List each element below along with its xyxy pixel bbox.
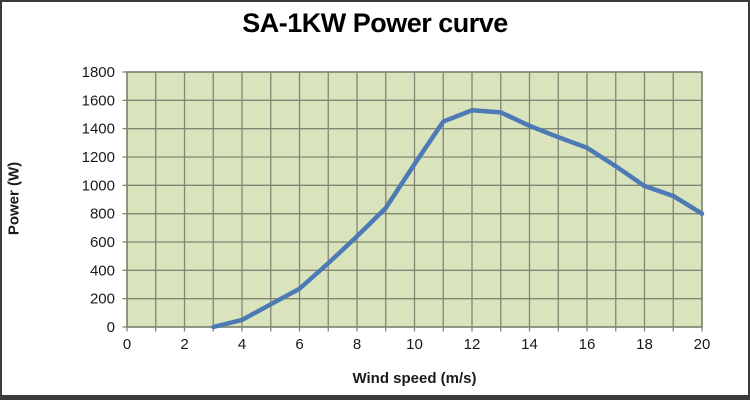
plot-border [126, 71, 703, 328]
y-tick-label: 400 [90, 262, 115, 279]
y-tick-label: 200 [90, 291, 115, 308]
y-tick-label: 1600 [82, 92, 115, 109]
y-tick-label: 1800 [82, 64, 115, 81]
x-tick-label: 20 [694, 336, 711, 353]
x-tick-label: 12 [464, 336, 481, 353]
y-tick-label: 800 [90, 206, 115, 223]
y-tick-label: 1400 [82, 121, 115, 138]
x-tick-label: 2 [180, 336, 188, 353]
y-tick-label: 0 [107, 319, 115, 336]
x-tick-label: 18 [636, 336, 653, 353]
y-tick-label: 1000 [82, 177, 115, 194]
y-tick-label: 600 [90, 234, 115, 251]
x-tick-label: 14 [521, 336, 538, 353]
x-tick-label: 4 [238, 336, 246, 353]
x-tick-label: 6 [295, 336, 303, 353]
y-tick-label: 1200 [82, 149, 115, 166]
chart-title: SA-1KW Power curve [242, 8, 508, 38]
x-tick-label: 10 [406, 336, 423, 353]
x-tick-label: 16 [579, 336, 596, 353]
y-axis-title: Power (W) [5, 161, 23, 236]
x-tick-label: 0 [123, 336, 131, 353]
x-axis-title: Wind speed (m/s) [352, 370, 477, 387]
x-tick-label: 8 [353, 336, 361, 353]
power-curve-series [211, 108, 705, 330]
